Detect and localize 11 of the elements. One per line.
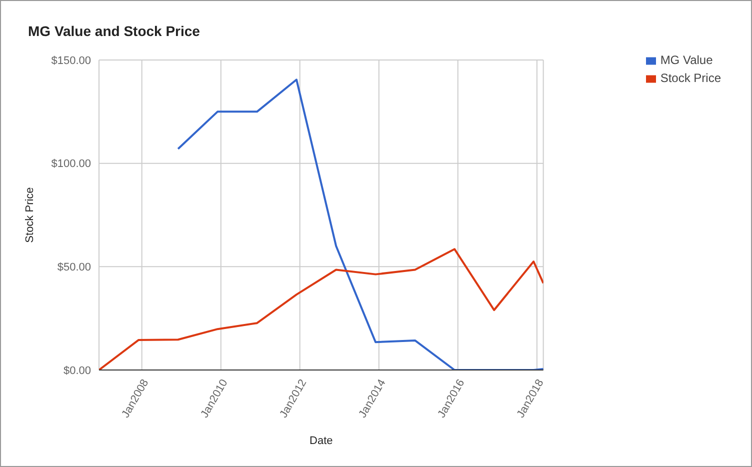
y-tick-label: $0.00	[63, 364, 91, 377]
y-tick-label: $150.00	[51, 54, 91, 67]
legend-label: Stock Price	[660, 71, 721, 85]
chart-title: MG Value and Stock Price	[28, 23, 200, 39]
y-tick-label: $100.00	[51, 158, 91, 170]
legend-label: MG Value	[660, 53, 713, 67]
line-series	[177, 78, 544, 370]
line-series	[99, 248, 544, 370]
y-axis-title: Stock Price	[24, 187, 36, 243]
x-axis-title: Date	[310, 435, 333, 447]
y-tick-label: $50.00	[57, 262, 91, 274]
